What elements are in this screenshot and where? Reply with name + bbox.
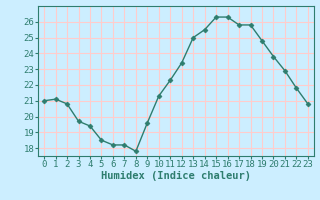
X-axis label: Humidex (Indice chaleur): Humidex (Indice chaleur) xyxy=(101,171,251,181)
